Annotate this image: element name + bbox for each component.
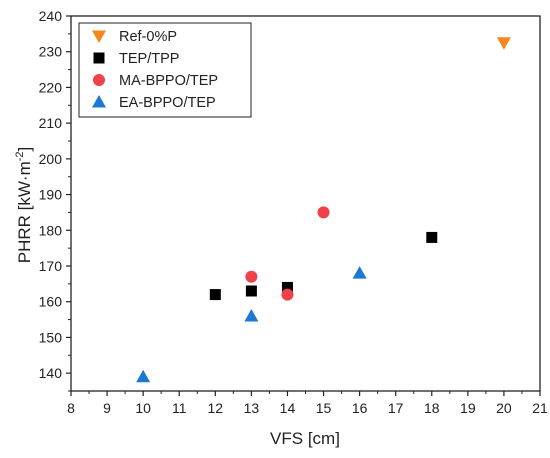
plot-area: 8 9 10 11 12 13 14 15 16 17 18 19 20 21 140 150 160 170 18…: [39, 8, 548, 416]
x-tick-label: 17: [388, 400, 404, 416]
y-tick-label: 180: [39, 222, 63, 238]
y-axis-title-close: ]: [15, 147, 34, 152]
y-axis-title-superscript: -2: [14, 151, 26, 161]
y-tick-label: 160: [39, 294, 63, 310]
series-ea-bppo-tep: [136, 266, 367, 383]
legend-label: MA-BPPO/TEP: [119, 73, 218, 89]
x-tick-label: 18: [424, 400, 440, 416]
legend-label: TEP/TPP: [119, 51, 179, 67]
x-tick-label: 8: [67, 400, 75, 416]
data-point: [245, 285, 257, 297]
x-tick-label: 19: [460, 400, 476, 416]
legend-marker: [92, 30, 106, 43]
x-tick-label: 9: [103, 400, 111, 416]
y-tick-label: 240: [39, 8, 63, 24]
legend-marker: [92, 95, 106, 108]
y-tick-label: 210: [39, 115, 63, 131]
legend: Ref-0%P TEP/TPP MA-BPPO/TEP EA-BPPO/TEP: [78, 22, 252, 118]
x-axis-title: VFS [cm]: [270, 429, 340, 448]
y-axis-title-base: PHRR [kW·m: [15, 161, 34, 263]
x-tick-label: 10: [135, 400, 151, 416]
data-point: [352, 266, 367, 279]
y-tick-label: 230: [39, 44, 63, 60]
y-tick-label: 190: [39, 187, 63, 203]
y-axis-title: PHRR [kW·m-2]: [14, 147, 34, 264]
data-point: [244, 309, 259, 322]
data-point: [317, 206, 330, 219]
series-tep-tpp: [209, 231, 438, 301]
y-tick-label: 220: [39, 79, 63, 95]
data-point: [281, 281, 293, 293]
legend-marker: [93, 74, 105, 86]
data-point: [426, 231, 438, 243]
data-point: [496, 37, 511, 50]
x-tick-label: 14: [280, 400, 296, 416]
series-ma-bppo-tep: [245, 206, 330, 301]
legend-label: EA-BPPO/TEP: [119, 95, 216, 111]
x-tick-label: 16: [352, 400, 368, 416]
x-tick-label: 11: [172, 400, 187, 416]
legend-label: Ref-0%P: [119, 29, 177, 45]
legend-marker: [93, 52, 105, 64]
y-tick-label: 140: [39, 365, 63, 381]
x-tick-label: 21: [532, 400, 548, 416]
data-point: [136, 369, 151, 383]
data-point: [245, 270, 258, 283]
series-ref-0-p: [496, 37, 511, 50]
y-tick-label: 170: [39, 258, 63, 274]
y-tick-label: 150: [39, 329, 63, 345]
data-point: [281, 288, 294, 301]
x-tick-label: 12: [208, 400, 224, 416]
y-tick-label: 200: [39, 151, 63, 167]
data-point: [209, 289, 221, 301]
legend-box: [78, 22, 252, 118]
x-tick-label: 15: [316, 400, 332, 416]
x-tick-label: 13: [244, 400, 260, 416]
x-tick-label: 20: [496, 400, 512, 416]
